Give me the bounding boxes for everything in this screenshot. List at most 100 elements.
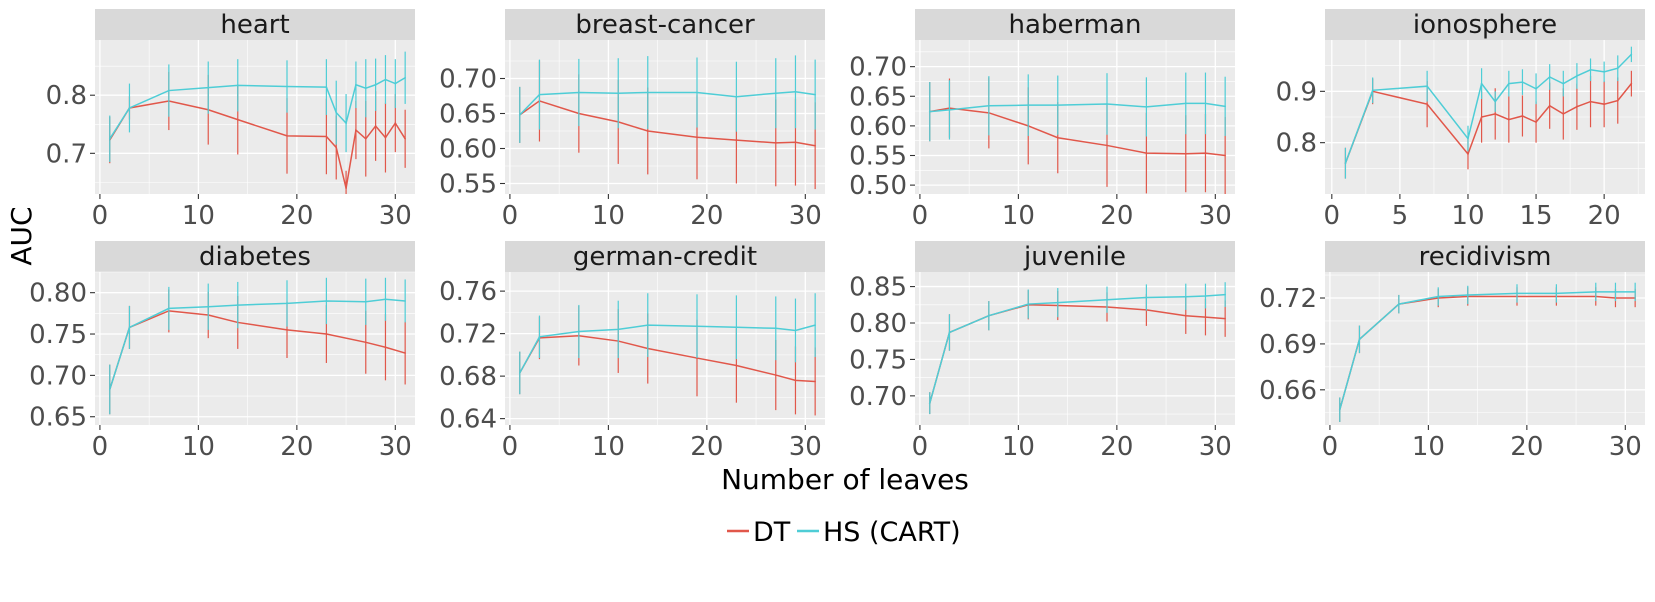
- data-point-dt: [1535, 121, 1537, 123]
- y-tick-label: 0.55: [849, 142, 907, 172]
- x-tick-label: 30: [789, 201, 822, 231]
- data-point-hs-cart: [538, 336, 541, 338]
- x-tick-label: 10: [592, 201, 625, 231]
- data-point-dt: [1106, 144, 1108, 147]
- panel-juvenile: juvenile 0 10 20 30 0.70 0.75 0.80 0.85: [849, 241, 1235, 462]
- panel-strip: [915, 241, 1235, 272]
- panel-data: [928, 282, 1226, 415]
- data-point-dt: [1548, 104, 1551, 107]
- data-point-hs-cart: [1398, 303, 1400, 305]
- series-line-hs-cart: [1339, 291, 1636, 410]
- x-tick-label: 20: [690, 201, 723, 231]
- data-point-hs-cart: [1224, 293, 1226, 296]
- panel-strip: [95, 9, 415, 40]
- x-tick-label: 20: [1588, 201, 1621, 231]
- x-tick-label: 20: [1510, 432, 1543, 462]
- panel-data: [108, 277, 406, 415]
- data-point-dt: [814, 380, 816, 383]
- x-tick-label: 0: [92, 432, 109, 462]
- y-tick-label: 0.55: [439, 170, 497, 200]
- data-point-hs-cart: [1027, 104, 1030, 106]
- data-point-dt: [286, 329, 288, 331]
- data-point-hs-cart: [394, 82, 397, 85]
- data-point-hs-cart: [1634, 291, 1636, 293]
- y-tick-label: 0.65: [29, 403, 87, 433]
- data-point-hs-cart: [325, 86, 328, 88]
- data-point-hs-cart: [1338, 408, 1341, 411]
- data-point-hs-cart: [128, 326, 131, 329]
- x-tick-label: 0: [912, 201, 929, 231]
- data-point-hs-cart: [696, 91, 698, 94]
- panel-background: [95, 40, 415, 194]
- data-point-hs-cart: [1056, 301, 1059, 304]
- data-point-hs-cart: [335, 111, 338, 114]
- data-point-dt: [1616, 99, 1619, 102]
- x-tick-label: 10: [182, 201, 215, 231]
- x-tick-label: 15: [1520, 201, 1553, 231]
- panel-title: diabetes: [199, 242, 311, 272]
- x-tick-label: 10: [1002, 432, 1035, 462]
- data-point-dt: [1589, 100, 1592, 103]
- data-point-dt: [355, 129, 357, 131]
- data-point-dt: [1494, 113, 1497, 115]
- data-point-hs-cart: [1555, 292, 1558, 295]
- panel-data: [1338, 282, 1636, 422]
- y-tick-label: 0.8: [46, 81, 87, 111]
- y-tick-label: 0.69: [1259, 330, 1317, 360]
- data-point-hs-cart: [1358, 338, 1361, 341]
- data-point-hs-cart: [1508, 82, 1510, 85]
- series-line-dt: [1344, 83, 1632, 164]
- data-point-dt: [1426, 103, 1428, 105]
- data-point-hs-cart: [1494, 100, 1497, 103]
- series-line-dt: [519, 100, 816, 147]
- data-point-dt: [335, 146, 338, 149]
- data-point-dt: [404, 137, 406, 140]
- series-line-dt: [929, 107, 1226, 157]
- data-point-hs-cart: [696, 325, 698, 327]
- data-point-dt: [1056, 136, 1059, 139]
- data-point-hs-cart: [948, 331, 951, 334]
- panel-strip: [1325, 241, 1645, 272]
- data-point-dt: [735, 139, 738, 141]
- x-tick-label: 30: [1199, 201, 1232, 231]
- legend-label-dt: DT: [753, 517, 791, 548]
- data-point-hs-cart: [1630, 53, 1633, 56]
- y-tick-label: 0.50: [849, 171, 907, 201]
- data-point-hs-cart: [794, 329, 797, 332]
- data-point-hs-cart: [1616, 67, 1619, 70]
- data-point-hs-cart: [1467, 137, 1469, 140]
- data-point-hs-cart: [355, 83, 357, 86]
- data-point-hs-cart: [236, 304, 239, 306]
- data-point-hs-cart: [1603, 71, 1605, 73]
- data-point-hs-cart: [1106, 103, 1108, 105]
- data-point-hs-cart: [236, 84, 239, 87]
- x-tick-label: 5: [1392, 201, 1409, 231]
- data-point-dt: [236, 118, 239, 121]
- data-point-hs-cart: [518, 372, 521, 374]
- x-tick-label: 20: [1100, 201, 1133, 231]
- data-point-hs-cart: [345, 122, 347, 124]
- panel-background: [505, 40, 825, 194]
- x-tick-label: 10: [182, 432, 215, 462]
- panel-title: juvenile: [1023, 242, 1126, 272]
- data-point-dt: [404, 352, 406, 354]
- data-point-hs-cart: [617, 92, 620, 94]
- x-tick-label: 0: [502, 432, 519, 462]
- data-point-dt: [364, 341, 367, 344]
- panel-data: [518, 55, 816, 190]
- data-point-hs-cart: [646, 324, 649, 326]
- data-point-dt: [364, 137, 367, 140]
- y-tick-label: 0.70: [849, 53, 907, 83]
- data-point-hs-cart: [207, 305, 210, 308]
- panel-background: [95, 272, 415, 425]
- data-point-hs-cart: [374, 83, 377, 86]
- x-tick-label: 0: [92, 201, 109, 231]
- data-point-hs-cart: [384, 298, 387, 301]
- panel-strip: [95, 241, 415, 272]
- data-point-dt: [1467, 153, 1469, 155]
- series-line-dt: [519, 334, 816, 383]
- data-point-hs-cart: [168, 307, 170, 310]
- data-point-hs-cart: [1184, 102, 1187, 105]
- panel-strip: [1325, 9, 1645, 40]
